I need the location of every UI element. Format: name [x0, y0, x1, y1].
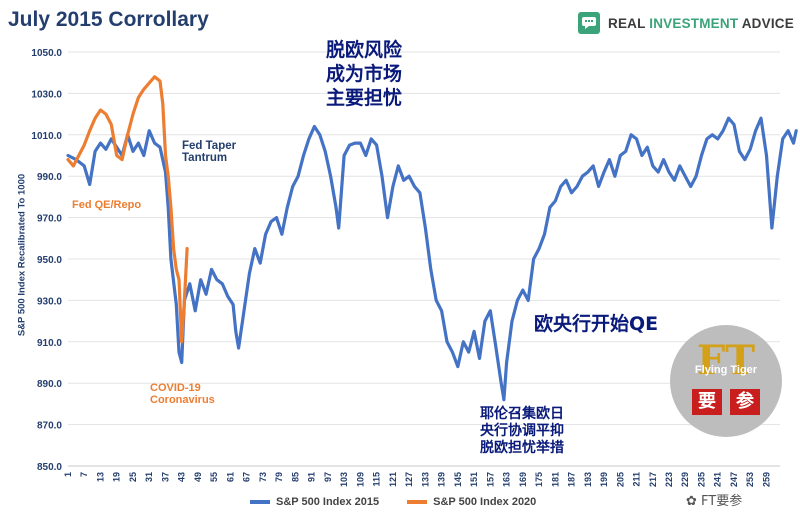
legend-label-2020: S&P 500 Index 2020: [433, 496, 537, 508]
x-tick-label: 145: [453, 472, 463, 487]
x-tick-label: 67: [242, 472, 252, 482]
x-tick-label: 157: [485, 472, 495, 487]
y-tick-label: 910.0: [37, 338, 62, 349]
flying-tiger-badge: FT Flying Tiger 要 参: [670, 325, 782, 437]
x-tick-label: 187: [567, 472, 577, 487]
x-tick-label: 175: [534, 472, 544, 487]
x-tick-label: 97: [323, 472, 333, 482]
x-tick-label: 229: [680, 472, 690, 487]
y-tick-label: 990.0: [37, 172, 62, 183]
x-tick-label: 109: [355, 472, 365, 487]
annotation-fed-qe: Fed QE/Repo: [72, 199, 142, 211]
y-tick-label: 930.0: [37, 296, 62, 307]
badge-box-1: 要: [692, 389, 722, 415]
y-tick-label: 890.0: [37, 379, 62, 390]
x-tick-label: 193: [583, 472, 593, 487]
x-tick-label: 103: [339, 472, 349, 487]
chart-title: July 2015 Corrollary: [8, 8, 209, 31]
y-tick-label: 870.0: [37, 421, 62, 432]
annotation-fed-taper: Fed Taper Tantrum: [182, 140, 237, 164]
x-tick-label: 55: [209, 472, 219, 482]
chat-bubble-icon: [578, 12, 600, 34]
x-tick-label: 205: [615, 472, 625, 487]
x-tick-label: 151: [469, 472, 479, 487]
watermark-text: FT要参: [701, 494, 743, 509]
x-tick-label: 235: [696, 472, 706, 487]
legend-item-2020: S&P 500 Index 2020: [407, 496, 536, 508]
x-tick-label: 85: [290, 472, 300, 482]
y-tick-label: 970.0: [37, 214, 62, 225]
y-tick-label: 950.0: [37, 255, 62, 266]
x-tick-label: 49: [193, 472, 203, 482]
legend-item-2015: S&P 500 Index 2015: [250, 496, 379, 508]
x-tick-label: 37: [160, 472, 170, 482]
x-tick-label: 253: [745, 472, 755, 487]
badge-subtitle: Flying Tiger: [694, 364, 758, 376]
x-tick-label: 247: [729, 472, 739, 487]
x-tick-label: 13: [95, 472, 105, 482]
x-tick-label: 115: [372, 472, 382, 487]
chart-legend: S&P 500 Index 2015 S&P 500 Index 2020: [250, 496, 536, 508]
annotation-ecb-qe: 欧央行开始QE: [534, 313, 659, 335]
annotation-brexit-risk: 脱欧风险 成为市场 主要担忧: [326, 39, 403, 109]
watermark: ✿ FT要参: [686, 490, 742, 509]
wechat-icon: ✿: [686, 494, 697, 509]
x-tick-label: 7: [79, 472, 89, 477]
x-tick-label: 1: [63, 472, 73, 477]
badge-box-2: 参: [730, 389, 760, 415]
x-tick-label: 121: [388, 472, 398, 487]
x-tick-label: 169: [518, 472, 528, 487]
x-tick-label: 217: [648, 472, 658, 487]
x-tick-label: 139: [437, 472, 447, 487]
x-tick-label: 211: [632, 472, 642, 487]
y-tick-label: 1030.0: [31, 89, 62, 100]
x-tick-label: 163: [502, 472, 512, 487]
x-tick-label: 43: [177, 472, 187, 482]
x-tick-label: 79: [274, 472, 284, 482]
annotation-covid: COVID-19 Coronavirus: [150, 382, 215, 406]
x-tick-label: 19: [112, 472, 122, 482]
x-tick-label: 25: [128, 472, 138, 482]
x-tick-label: 199: [599, 472, 609, 487]
brand-name: REAL INVESTMENT ADVICE: [608, 15, 794, 31]
x-tick-label: 259: [761, 472, 771, 487]
legend-swatch-2015: [250, 500, 270, 504]
x-tick-label: 241: [713, 472, 723, 487]
x-tick-label: 223: [664, 472, 674, 487]
y-tick-label: 1010.0: [31, 131, 62, 142]
legend-swatch-2020: [407, 500, 428, 504]
series-line-2020: [66, 75, 189, 344]
x-tick-label: 127: [404, 472, 414, 487]
badge-letters: FT: [696, 337, 756, 384]
y-tick-label: 1050.0: [31, 48, 62, 59]
x-tick-label: 133: [420, 472, 430, 487]
brand-logo: REAL INVESTMENT ADVICE: [578, 12, 794, 34]
x-tick-label: 73: [258, 472, 268, 482]
x-tick-label: 91: [307, 472, 317, 482]
x-tick-label: 181: [550, 472, 560, 487]
y-tick-label: 850.0: [37, 462, 62, 473]
x-tick-label: 31: [144, 472, 154, 482]
x-tick-label: 61: [225, 472, 235, 482]
legend-label-2015: S&P 500 Index 2015: [276, 496, 380, 508]
annotation-yellen: 耶伦召集欧日 央行协调平抑 脱欧担忧举措: [480, 406, 564, 456]
